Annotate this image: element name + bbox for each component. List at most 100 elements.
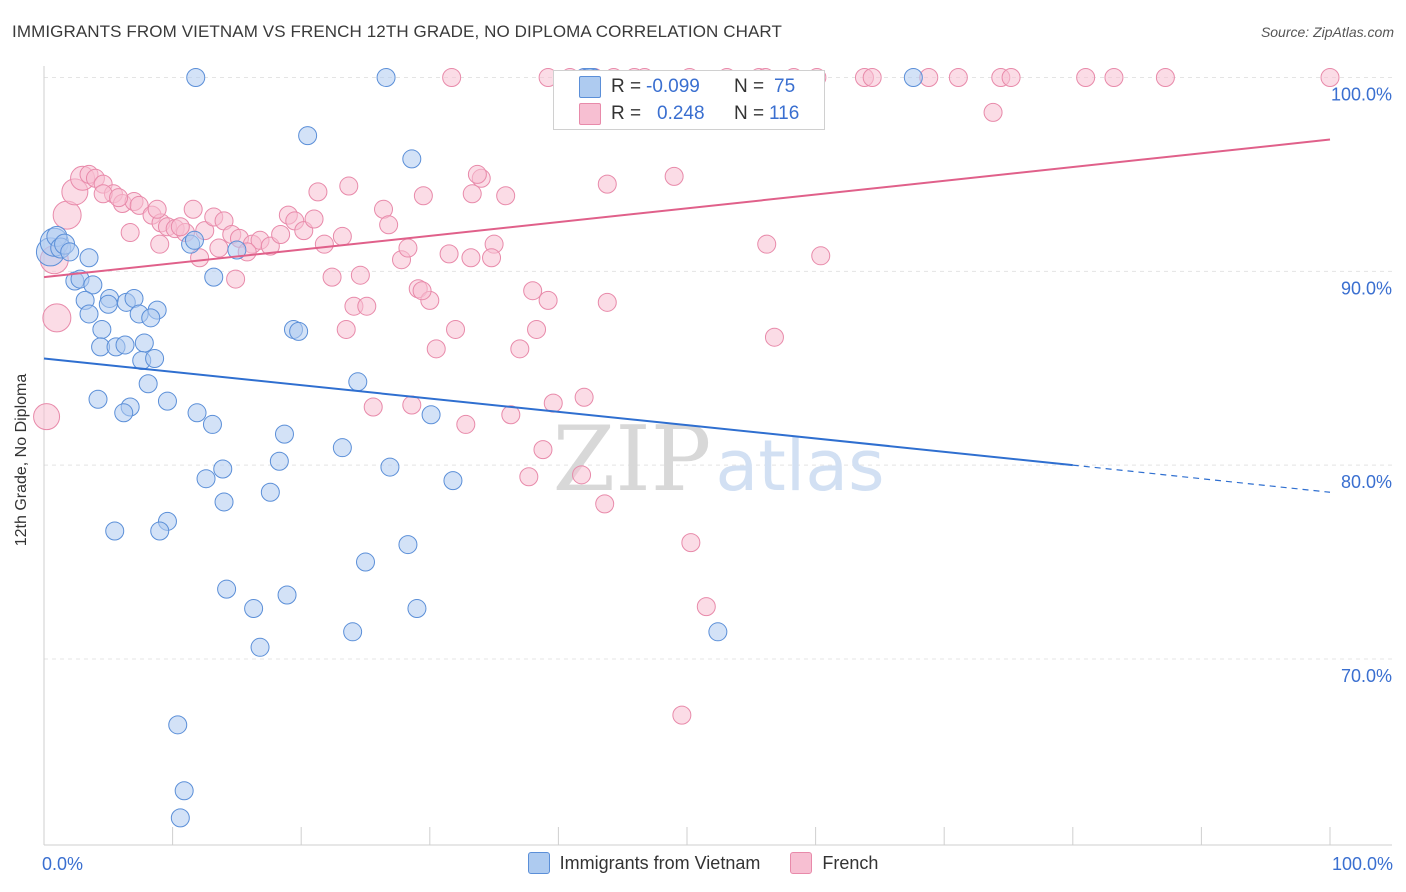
y-tick-label: 70.0% [1341, 666, 1392, 686]
french-point [446, 319, 466, 339]
vietnam-trend-extension [1072, 464, 1331, 493]
vietnam-point [214, 492, 234, 512]
french-point [413, 186, 433, 206]
vietnam-point [114, 403, 134, 423]
french-point [322, 267, 342, 287]
french-point [308, 182, 328, 202]
french-point [209, 238, 229, 258]
x-tick-label: 100.0% [1332, 854, 1393, 874]
vietnam-point [115, 335, 135, 355]
vietnam-point [402, 149, 422, 169]
french-point [595, 494, 615, 514]
french-point [983, 102, 1003, 122]
vietnam-point [141, 308, 161, 328]
vietnam-point [157, 391, 177, 411]
french-point [696, 597, 716, 617]
french-point [332, 226, 352, 246]
french-point [572, 465, 592, 485]
vietnam-point [145, 349, 165, 369]
french-point [271, 224, 291, 244]
vietnam-point [407, 599, 427, 619]
chart-title: IMMIGRANTS FROM VIETNAM VS FRENCH 12TH G… [12, 22, 782, 41]
french-point [597, 292, 617, 312]
vietnam-point [170, 808, 190, 828]
french-trend-line [43, 138, 1331, 279]
vietnam-point [244, 599, 264, 619]
vietnam-point [105, 521, 125, 541]
legend-item-french[interactable]: French [790, 852, 878, 874]
vietnam-point [708, 622, 728, 642]
french-point [672, 705, 692, 725]
vietnam-point [250, 637, 270, 657]
vietnam-point [184, 230, 204, 250]
vietnam-point [298, 126, 318, 146]
french-point [538, 290, 558, 310]
french-point [33, 403, 61, 431]
stats-n-value-french: 116 [769, 103, 800, 124]
vietnam-point [227, 240, 247, 260]
french-point [501, 405, 521, 425]
french-point [764, 327, 784, 347]
watermark-atlas: atlas [715, 425, 884, 507]
y-axis-label: 12th Grade, No Diploma [13, 373, 30, 547]
stats-n-value-vietnam: 75 [774, 76, 796, 97]
vietnam-point [348, 372, 368, 392]
french-point [482, 248, 502, 268]
french-point [304, 209, 324, 229]
vietnam-point [88, 389, 108, 409]
y-tick-label: 100.0% [1331, 85, 1392, 105]
source-label: Source: ZipAtlas.com [1260, 24, 1394, 40]
stats-n-label-vietnam: N = [734, 76, 765, 97]
legend-label-vietnam: Immigrants from Vietnam [559, 852, 761, 873]
french-point [339, 176, 359, 196]
vietnam-point [98, 294, 118, 314]
french-point [350, 265, 370, 285]
french-point [757, 234, 777, 254]
french-point [147, 199, 167, 219]
vietnam-point [138, 374, 158, 394]
vietnam-point [196, 469, 216, 489]
vietnam-point [186, 68, 206, 88]
vietnam-point [343, 622, 363, 642]
french-point [519, 467, 539, 487]
legend-item-vietnam[interactable]: Immigrants from Vietnam [527, 852, 761, 874]
french-point [314, 234, 334, 254]
french-point [527, 319, 547, 339]
vietnam-point [443, 471, 463, 491]
french-point [336, 319, 356, 339]
vietnam-point [79, 248, 99, 268]
french-points [33, 68, 1340, 725]
french-point [379, 215, 399, 235]
french-point [681, 533, 701, 553]
french-point [398, 238, 418, 258]
french-point [1001, 68, 1021, 88]
vietnam-points [35, 68, 923, 828]
french-point [357, 296, 377, 316]
french-point [109, 188, 129, 208]
french-point [190, 248, 210, 268]
stats-r-label-french: R = [611, 103, 642, 124]
french-point [574, 387, 594, 407]
french-point [523, 281, 543, 301]
french-point [496, 186, 516, 206]
french-point [439, 244, 459, 264]
stats-r-value-french: 0.248 [657, 103, 705, 124]
french-point [543, 393, 563, 413]
french-point [170, 217, 190, 237]
vietnam-point [274, 424, 294, 444]
french-point [467, 164, 487, 184]
vietnam-point [202, 414, 222, 434]
french-point [1076, 68, 1096, 88]
vietnam-point [903, 68, 923, 88]
vietnam-point [204, 267, 224, 287]
vietnam-point [174, 781, 194, 801]
tick-labels: 70.0% 80.0% 90.0% 100.0% 0.0% 100.0% [42, 85, 1393, 874]
vietnam-point [269, 451, 289, 471]
french-point [1320, 68, 1340, 88]
vietnam-point [398, 535, 418, 555]
vietnam-point [217, 579, 237, 599]
legend-swatch-french [790, 852, 813, 874]
stats-n-label-french: N = [734, 103, 765, 124]
vietnam-point [356, 552, 375, 572]
